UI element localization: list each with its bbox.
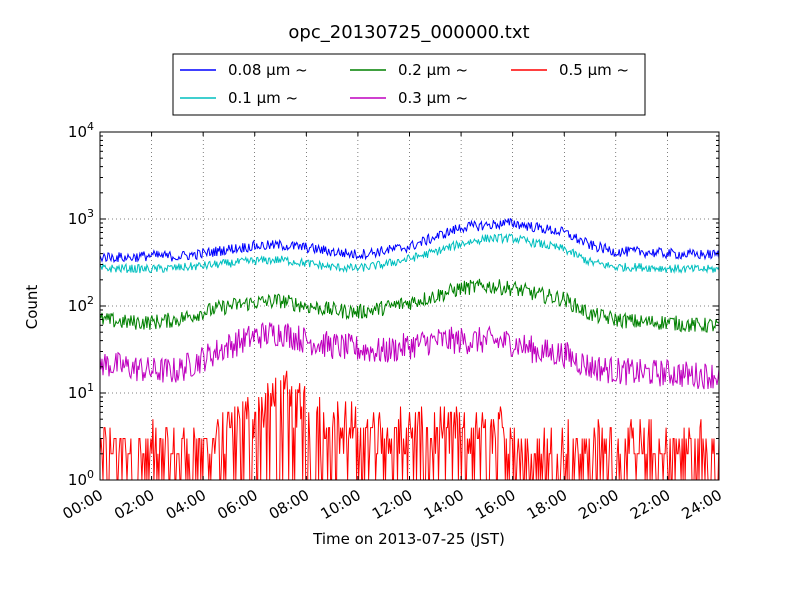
y-axis-label: Count [23,285,41,330]
series-line-1 [100,217,719,264]
x-tick-label: 08:00 [266,486,312,523]
x-tick-label: 00:00 [60,486,106,523]
legend-label-2: 0.1 μm ~ [228,89,298,107]
legend-label-5: 0.5 μm ~ [559,61,629,79]
y-tick-label: 103 [68,207,94,228]
x-tick-label: 22:00 [627,486,673,523]
legend-label-1: 0.08 μm ~ [228,61,308,79]
legend: 0.08 μm ~ 0.1 μm ~ 0.2 μm ~ 0.3 μm ~ 0.5 μm … [172,53,646,116]
x-tick-label: 18:00 [524,486,570,523]
series-line-3 [100,278,719,333]
y-tick-label: 104 [68,120,94,141]
x-tick-label: 10:00 [317,486,363,523]
series-line-5 [100,370,719,480]
y-tick-label: 100 [68,468,94,489]
series-line-4 [100,321,719,390]
x-axis-label: Time on 2013-07-25 (JST) [312,530,505,548]
y-tick-label: 102 [68,294,94,315]
x-tick-label: 16:00 [472,486,518,523]
x-tick-label: 12:00 [369,486,415,523]
x-tick-label: 04:00 [163,486,209,523]
y-tick-labels: 100 101 102 103 104 [68,120,94,489]
x-tick-label: 02:00 [111,486,157,523]
y-tick-label: 101 [68,381,94,402]
plot-area [99,131,720,481]
chart-title: opc_20130725_000000.txt [288,22,529,43]
x-tick-label: 06:00 [214,486,260,523]
legend-frame [172,53,646,116]
x-tick-label: 20:00 [575,486,621,523]
legend-label-3: 0.2 μm ~ [398,61,468,79]
legend-label-4: 0.3 μm ~ [398,89,468,107]
x-tick-label: 14:00 [421,486,467,523]
x-tick-labels: 00:00 02:00 04:00 06:00 08:00 10:00 12:00 14:00… [60,486,725,523]
series-line-2 [100,233,719,275]
x-tick-label: 24:00 [679,486,725,523]
series-layer [100,217,719,480]
plot-frame [99,131,720,481]
